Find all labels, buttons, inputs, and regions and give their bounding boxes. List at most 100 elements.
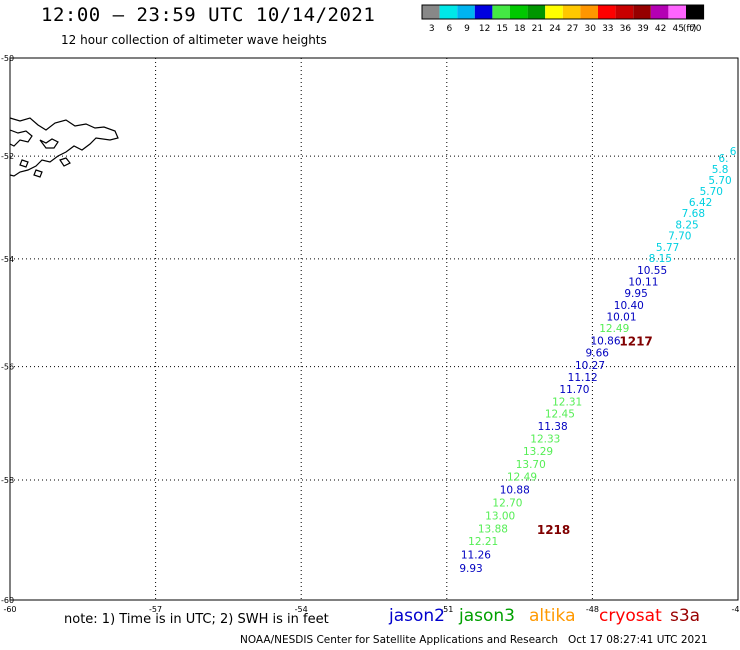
legend-bin-label: 21 bbox=[532, 24, 543, 34]
lat-tick-label: -56 bbox=[1, 363, 14, 372]
footer-timestamp: Oct 17 08:27:41 UTC 2021 bbox=[568, 634, 708, 646]
wave-height-label: 8.25 bbox=[675, 220, 698, 232]
map-frame bbox=[9, 57, 739, 601]
wave-height-label: 5.8 bbox=[712, 164, 729, 176]
satellite-jason2: jason2 bbox=[389, 606, 445, 626]
wave-height-label: 6.42 bbox=[689, 197, 712, 209]
wave-height-label: 11.12 bbox=[568, 372, 598, 384]
wave-height-label: 13.29 bbox=[523, 446, 553, 458]
legend-bin-label: 6 bbox=[447, 24, 453, 34]
wave-height-label: 7.70 bbox=[668, 230, 691, 242]
legend-bin-label: 15 bbox=[496, 24, 507, 34]
legend-bin-label: 3 bbox=[429, 24, 435, 34]
legend-swatch bbox=[580, 5, 598, 19]
wave-height-label: 5.70 bbox=[708, 175, 731, 187]
legend-unit: (ft) bbox=[683, 24, 697, 34]
legend-bin-label: 12 bbox=[479, 24, 490, 34]
legend-swatch bbox=[615, 5, 634, 19]
lat-tick-label: -50 bbox=[1, 54, 14, 63]
satellite-cryosat: cryosat bbox=[599, 606, 662, 626]
wave-height-label: 12.31 bbox=[552, 397, 582, 409]
legend-swatch bbox=[474, 5, 493, 19]
coastline-west bbox=[9, 129, 33, 147]
legend-swatch bbox=[492, 5, 510, 19]
page-title: 12:00 – 23:59 UTC 10/14/2021 bbox=[41, 4, 376, 26]
legend-swatch bbox=[527, 5, 546, 19]
legend-swatch bbox=[633, 5, 651, 19]
legend-swatch bbox=[668, 5, 686, 19]
footer-credit: NOAA/NESDIS Center for Satellite Applica… bbox=[240, 634, 708, 646]
lon-tick-label: -57 bbox=[149, 605, 162, 614]
cycle-number-label: 1218 bbox=[537, 523, 570, 537]
wave-height-label: 8.15 bbox=[649, 253, 672, 265]
footnote: note: 1) Time is in UTC; 2) SWH is in fe… bbox=[64, 612, 329, 627]
legend-bin-label: 27 bbox=[567, 24, 578, 34]
lat-tick-label: -54 bbox=[1, 255, 14, 264]
legend-bin-label: 9 bbox=[464, 24, 470, 34]
color-legend: 3 6 9 12 15 18 21 24 27 30 33 36 39 42 45 70(ft) bbox=[421, 4, 705, 34]
map-border bbox=[9, 57, 739, 601]
wave-height-label: 13.00 bbox=[485, 510, 515, 522]
legend-bin-label: 70 bbox=[690, 24, 702, 34]
wave-height-label: 10.01 bbox=[606, 312, 636, 324]
legend-swatch bbox=[598, 5, 616, 19]
legend-bin-label: 39 bbox=[637, 24, 649, 34]
wave-height-label: 11.70 bbox=[559, 384, 589, 396]
wave-height-points: 66.5.85.705.706.427.688.257.705.778.1510… bbox=[459, 146, 736, 575]
wave-height-label: 11.26 bbox=[461, 549, 491, 561]
legend-swatch bbox=[439, 5, 458, 19]
wave-height-label: 9.95 bbox=[624, 288, 647, 300]
lon-tick-label: -45 bbox=[731, 605, 740, 614]
wave-height-label: 12.33 bbox=[530, 433, 560, 445]
legend-bin-label: 45 bbox=[672, 24, 683, 34]
legend-bin-label: 24 bbox=[549, 24, 561, 34]
wave-height-label: 11.38 bbox=[538, 421, 568, 433]
cycle-labels: 1217 1218 bbox=[537, 335, 653, 538]
legend-swatch bbox=[457, 5, 475, 19]
footer-source: NOAA/NESDIS Center for Satellite Applica… bbox=[240, 634, 558, 646]
lon-tick-label: -48 bbox=[586, 605, 599, 614]
legend-bin-label: 30 bbox=[584, 24, 596, 34]
wave-height-label: 9.66 bbox=[586, 348, 610, 360]
wave-height-label: 13.70 bbox=[516, 459, 546, 471]
wave-height-label: 10.86 bbox=[590, 336, 620, 348]
wave-height-label: 12.21 bbox=[468, 536, 498, 548]
wave-height-label: 12.70 bbox=[492, 497, 522, 509]
legend-bin-label: 36 bbox=[620, 24, 632, 34]
wave-height-label: 10.55 bbox=[637, 265, 667, 277]
satellite-s3a: s3a bbox=[670, 606, 701, 626]
wave-height-label: 6 bbox=[730, 146, 737, 158]
lon-tick-label: -54 bbox=[295, 605, 308, 614]
legend-swatch bbox=[686, 5, 704, 19]
wave-height-label: 12.49 bbox=[599, 323, 629, 335]
wave-height-label: 10.11 bbox=[628, 276, 658, 288]
wave-height-label: 10.40 bbox=[614, 300, 644, 312]
satellite-jason3: jason3 bbox=[459, 606, 515, 626]
wave-height-label: 10.88 bbox=[500, 484, 530, 496]
lat-tick-label: -60 bbox=[1, 596, 14, 605]
lat-tick-label: -52 bbox=[1, 152, 14, 161]
coastline-islets bbox=[19, 138, 71, 178]
legend-swatch bbox=[510, 5, 528, 19]
wave-height-label: 5.70 bbox=[700, 186, 723, 198]
legend-swatch bbox=[422, 5, 440, 19]
wave-height-label: 5.77 bbox=[656, 242, 679, 254]
legend-bin-label: 18 bbox=[514, 24, 526, 34]
wave-height-label: 12.49 bbox=[507, 472, 537, 484]
page-subtitle: 12 hour collection of altimeter wave hei… bbox=[61, 33, 327, 47]
wave-height-label: 10.27 bbox=[575, 360, 605, 372]
satellite-altika: altika bbox=[529, 606, 576, 626]
legend-bin-label: 33 bbox=[602, 24, 613, 34]
lat-tick-label: -58 bbox=[1, 476, 14, 485]
legend-border bbox=[421, 4, 705, 20]
falkland-islands-coastline bbox=[9, 117, 119, 178]
cycle-number-label: 1217 bbox=[619, 335, 652, 349]
legend-bin-label: 42 bbox=[655, 24, 666, 34]
wave-height-label: 7.68 bbox=[682, 208, 705, 220]
legend-swatch bbox=[650, 5, 669, 19]
legend-swatch bbox=[562, 5, 581, 19]
wave-height-label: 13.88 bbox=[478, 524, 508, 536]
lat-lon-grid: -60 -57 -54 -51 -48 -45 -50 -52 -54 -56 -58 -60 bbox=[1, 54, 740, 614]
wave-height-label: 6. bbox=[718, 153, 728, 165]
